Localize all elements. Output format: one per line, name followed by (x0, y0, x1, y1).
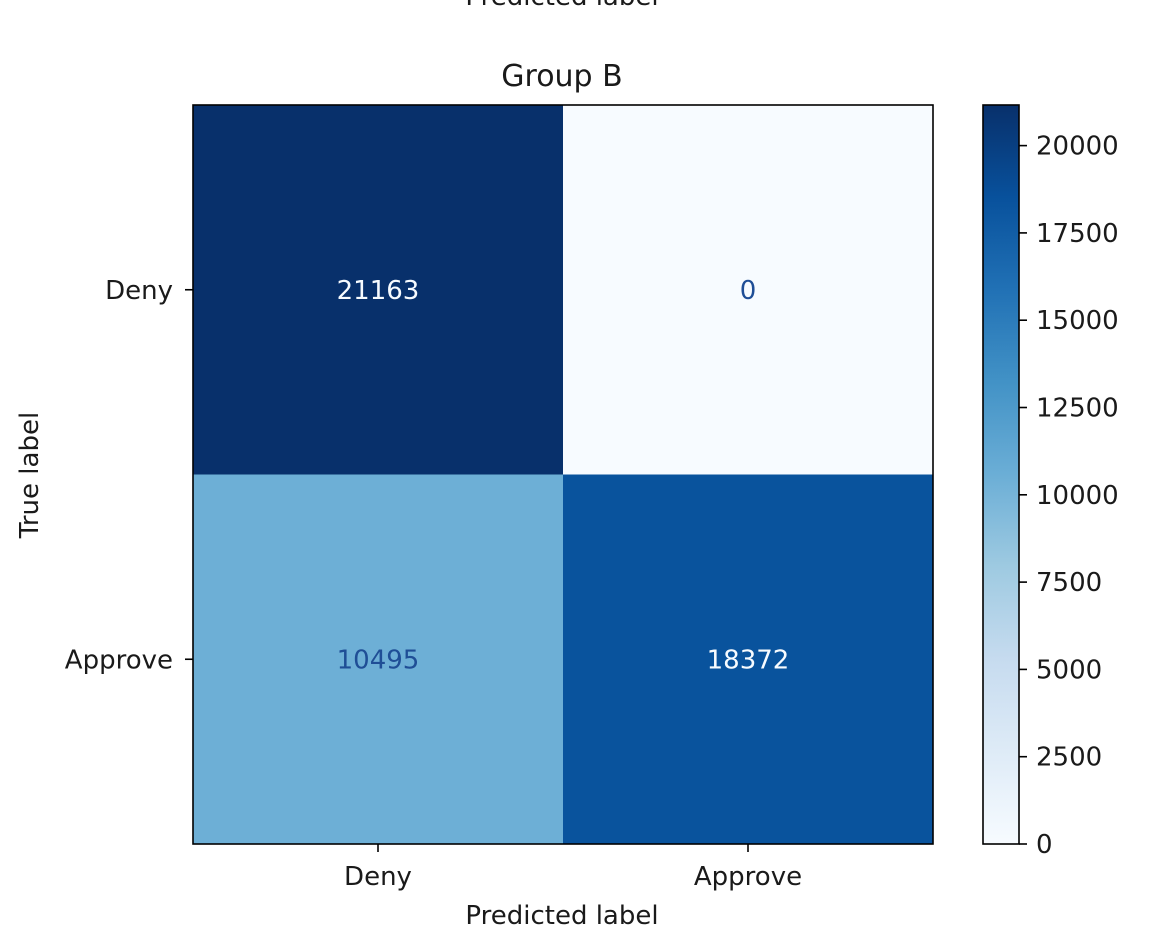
y-tick-label: Deny (105, 276, 173, 306)
cell-value-label: 18372 (707, 645, 790, 675)
x-tick-label: Approve (694, 862, 802, 892)
clipped-header-label: Predicted label (465, 0, 658, 12)
heatmap-cells: 21163 0 10495 18372 (193, 105, 933, 844)
colorbar-tick-label: 20000 (1036, 132, 1119, 162)
colorbar-tick-label: 5000 (1036, 655, 1102, 685)
colorbar-tick-label: 7500 (1036, 568, 1102, 598)
cell-value-label: 10495 (337, 645, 420, 675)
colorbar-tick-label: 15000 (1036, 306, 1119, 336)
heatmap-cell (563, 105, 933, 475)
cell-value-label: 21163 (337, 276, 420, 306)
chart-title: Group B (501, 59, 622, 94)
colorbar-ticks: 0 2500 5000 7500 10000 12500 15000 17500 20000 (1019, 132, 1119, 860)
y-tick-label: Approve (65, 645, 173, 675)
colorbar-tick-label: 0 (1036, 830, 1053, 860)
heatmap-cell (563, 474, 933, 844)
colorbar-tick-label: 17500 (1036, 219, 1119, 249)
heatmap-cell (193, 474, 563, 844)
y-axis-ticks: Deny Approve (65, 276, 193, 675)
colorbar-tick-label: 2500 (1036, 743, 1102, 773)
colorbar-tick-label: 12500 (1036, 394, 1119, 424)
y-axis-label: True label (15, 412, 45, 539)
plot-frame (192, 104, 934, 845)
colorbar-tick-label: 10000 (1036, 481, 1119, 511)
heatmap-cell (193, 105, 563, 475)
cell-value-label: 0 (740, 276, 757, 306)
x-tick-label: Deny (344, 862, 412, 892)
x-axis-label: Predicted label (465, 901, 658, 931)
colorbar (982, 104, 1020, 845)
x-axis-ticks: Deny Approve (344, 844, 802, 892)
